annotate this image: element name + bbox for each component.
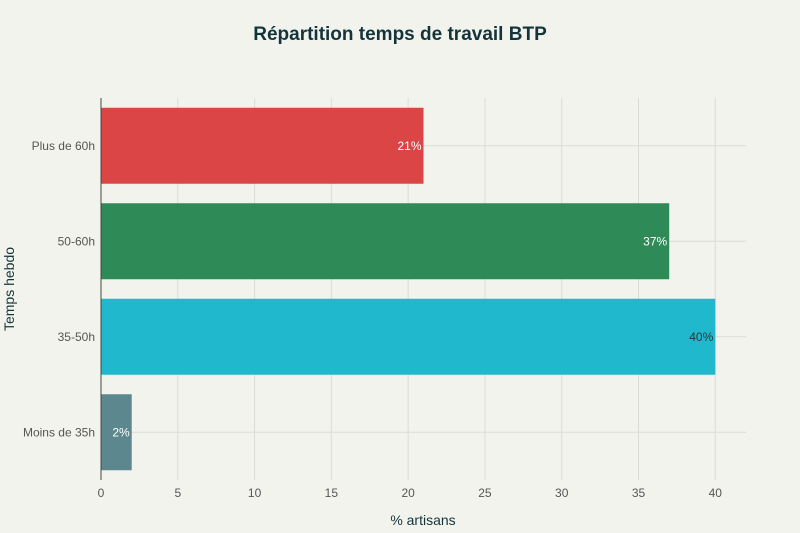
bar <box>101 203 670 280</box>
bar <box>101 298 716 375</box>
bar <box>101 394 132 471</box>
y-tick-label: Moins de 35h <box>23 425 95 439</box>
x-tick-label: 10 <box>248 486 262 500</box>
x-tick-label: 35 <box>632 486 646 500</box>
data-label: 21% <box>397 139 421 153</box>
y-tick-label: 35-50h <box>58 330 95 344</box>
x-axis-label: % artisans <box>390 512 455 528</box>
x-tick-label: 15 <box>325 486 339 500</box>
y-tick-label: 50-60h <box>58 234 95 248</box>
y-axis-label: Temps hebdo <box>1 247 17 331</box>
x-tick-label: 20 <box>401 486 415 500</box>
data-label: 2% <box>112 425 130 439</box>
data-label: 40% <box>689 330 713 344</box>
y-tick-label: Plus de 60h <box>32 139 95 153</box>
x-tick-label: 40 <box>709 486 723 500</box>
x-tick-label: 30 <box>555 486 569 500</box>
x-tick-label: 5 <box>174 486 181 500</box>
data-label: 37% <box>643 234 667 248</box>
x-tick-label: 0 <box>98 486 105 500</box>
x-tick-label: 25 <box>478 486 492 500</box>
chart-title: Répartition temps de travail BTP <box>253 24 547 45</box>
bar <box>101 107 424 184</box>
